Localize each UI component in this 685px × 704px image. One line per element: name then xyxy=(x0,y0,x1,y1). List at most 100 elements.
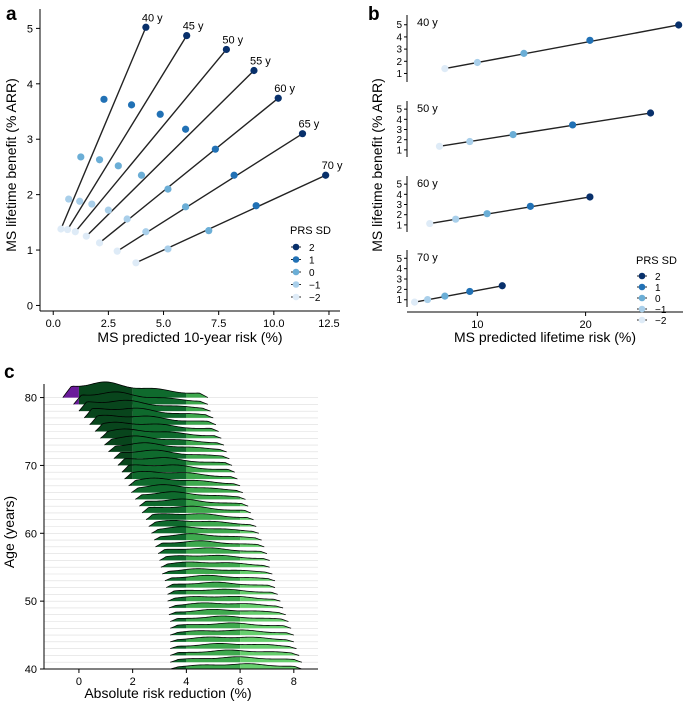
panel-a-point-3-0 xyxy=(82,232,90,240)
panel-a-series-line-0 xyxy=(60,27,147,230)
panel-c-ridge-band-56-4 xyxy=(240,555,270,561)
panel-c-ridge-band-56-2 xyxy=(159,555,187,561)
panel-b-point-2-0 xyxy=(426,219,434,228)
panel-a-point-5-2 xyxy=(181,203,190,211)
panel-c-ridge-band-65-0 xyxy=(44,490,79,501)
panel-c-ridge-band-40-4 xyxy=(240,663,302,669)
panel-a-point-3-4 xyxy=(250,66,258,75)
panel-b-point-0-4 xyxy=(675,21,683,29)
panel-b-point-0-2 xyxy=(520,49,528,57)
panel-b-point-0-0 xyxy=(441,65,449,73)
panel-c-ridge-outline-75 xyxy=(94,421,219,432)
panel-c-ridge-outline-42 xyxy=(170,649,300,656)
panel-a-series-3: 55 y xyxy=(82,56,271,240)
panel-c-x-axis-label: Absolute risk reduction (%) xyxy=(84,685,251,701)
panel-c-ridge-outline-73 xyxy=(104,435,225,446)
panel-b-facet-0: 40 y 123 45 xyxy=(396,15,683,82)
panel-c-ridge-band-64-0 xyxy=(44,497,79,507)
panel-b-facet-2-y-tick-label-4: 5 xyxy=(396,180,402,191)
panel-a-x-tick-label-2: 5.0 xyxy=(156,318,171,330)
panel-a-point-4-3 xyxy=(211,145,219,153)
panel-label-b: b xyxy=(368,4,380,25)
panel-b-facet-0-y-tick-label-0: 1 xyxy=(396,69,402,80)
panel-c-ridge-band-77-4 xyxy=(240,405,318,419)
panel-b-facet-2-y-tick-label-1: 2 xyxy=(396,210,402,221)
panel-a-point-6-1 xyxy=(164,245,172,253)
panel-a-y-tick-label-1: 1 xyxy=(27,245,33,257)
panel-c-ridge-band-80-3 xyxy=(186,381,208,398)
panel-c-ridge-outline-45 xyxy=(170,629,294,636)
panel-a-point-5-4 xyxy=(298,130,307,138)
panel-c-ridge-band-72-1 xyxy=(108,442,133,452)
panel-c-ridge-band-69-0 xyxy=(44,462,79,474)
panel-c-ridge-band-73-1 xyxy=(104,435,133,446)
panel-b-facet-0-y-tick-label-1: 2 xyxy=(396,57,402,68)
panel-c-ridge-51 xyxy=(167,588,278,595)
panel-c-ridge-band-60-1 xyxy=(79,525,133,535)
panel-b-point-2-2 xyxy=(483,210,491,218)
panel-c-ridge-band-52-3 xyxy=(186,582,241,588)
panel-a-point-2-3 xyxy=(156,110,164,118)
panel-a-series-4: 60 y xyxy=(95,83,296,247)
panel-a-y-tick-label-0: 0 xyxy=(27,300,33,312)
panel-b-legend-key-dot-2 xyxy=(638,294,646,302)
panel-c-ridge-outline-54 xyxy=(162,568,273,575)
panel-c-ridge-band-71-0 xyxy=(44,448,79,460)
panel-b-facet-0-y-tick-label-3: 4 xyxy=(396,32,402,43)
panel-c-ridge-band-69-1 xyxy=(121,464,133,473)
panel-c-ridge-band-54-2 xyxy=(162,568,187,574)
panel-c-ridge-band-41-3 xyxy=(186,656,241,663)
panel-a: 40 y 45 y 50 y 55 y 60 y 65 y 70 y 0.0 2.5 5.0 7.… xyxy=(3,9,343,345)
panel-a-point-6-2 xyxy=(205,227,213,235)
panel-c-ridge-band-70-1 xyxy=(117,457,133,466)
panel-a-series-line-2 xyxy=(74,49,227,233)
panel-c-ridge-band-66-0 xyxy=(44,483,79,494)
panel-c-ridge-band-43-3 xyxy=(186,643,241,649)
panel-a-legend-label-2: 0 xyxy=(309,268,315,279)
panel-b-legend-key-dot-3 xyxy=(638,305,646,313)
panel-b-facet-0-y-tick-label-4: 5 xyxy=(396,20,402,31)
panel-a-point-6-3 xyxy=(252,202,260,210)
panel-c-ridge-outline-44 xyxy=(170,636,294,643)
panel-c-ridge-band-55-4 xyxy=(240,561,270,568)
panel-c-ridge-band-68-2 xyxy=(132,471,187,479)
panel-b-point-0-3 xyxy=(586,36,594,44)
panel-c-ridge-outline-79 xyxy=(73,391,209,405)
panel-c-ridge-band-61-3 xyxy=(186,520,241,527)
panel-b-point-1-2 xyxy=(509,131,517,139)
panel-c-ridge-band-63-0 xyxy=(44,504,79,514)
panel-c-ridge-outline-59 xyxy=(153,533,262,541)
panel-c-ridge-band-66-4 xyxy=(240,484,243,493)
panel-b-facet-1-y-tick-label-4: 5 xyxy=(396,105,402,116)
panel-b-legend-title: PRS SD xyxy=(636,255,677,267)
panel-c-ridge-band-76-2 xyxy=(132,415,187,425)
panel-a-point-0-4 xyxy=(142,23,150,31)
panel-b-legend-key-dot-0 xyxy=(638,272,646,280)
panel-c-ridge-band-55-3 xyxy=(186,561,241,568)
panel-c-ridge-outline-64 xyxy=(139,498,249,507)
panel-c: 0 2 4 6 8 40 50 60 70 80 Absolute risk reduction … xyxy=(1,381,318,701)
panel-a-point-2-0 xyxy=(71,228,79,236)
panel-c-ridge-outline-41 xyxy=(170,656,302,663)
panel-a-y-axis-label: MS lifetime benefit (% ARR) xyxy=(3,78,19,252)
panel-c-ridge-band-74-4 xyxy=(240,427,318,439)
panel-c-ridge-outline-50 xyxy=(167,595,281,602)
panel-c-ridge-band-48-3 xyxy=(186,609,241,615)
panel-c-ridge-47 xyxy=(170,615,289,622)
panel-c-ridge-band-77-2 xyxy=(132,408,187,418)
panel-a-x-tick-label-0: 0.0 xyxy=(46,318,61,330)
panel-c-ridge-band-60-0 xyxy=(44,525,79,535)
panel-a-x-tick-label-3: 7.5 xyxy=(211,318,226,330)
panel-b-x-tick-label-0: 10 xyxy=(471,319,483,331)
panel-a-point-2-1 xyxy=(88,200,96,208)
panel-a-series-1: 45 y xyxy=(63,21,204,234)
panel-c-ridge-band-60-2 xyxy=(151,526,187,534)
panel-c-ridge-band-48-4 xyxy=(240,609,286,615)
panel-b-facet-title-0: 40 y xyxy=(417,17,438,29)
panel-b-facet-1-y-tick-label-0: 1 xyxy=(396,145,402,156)
panel-a-point-4-1 xyxy=(123,215,131,223)
